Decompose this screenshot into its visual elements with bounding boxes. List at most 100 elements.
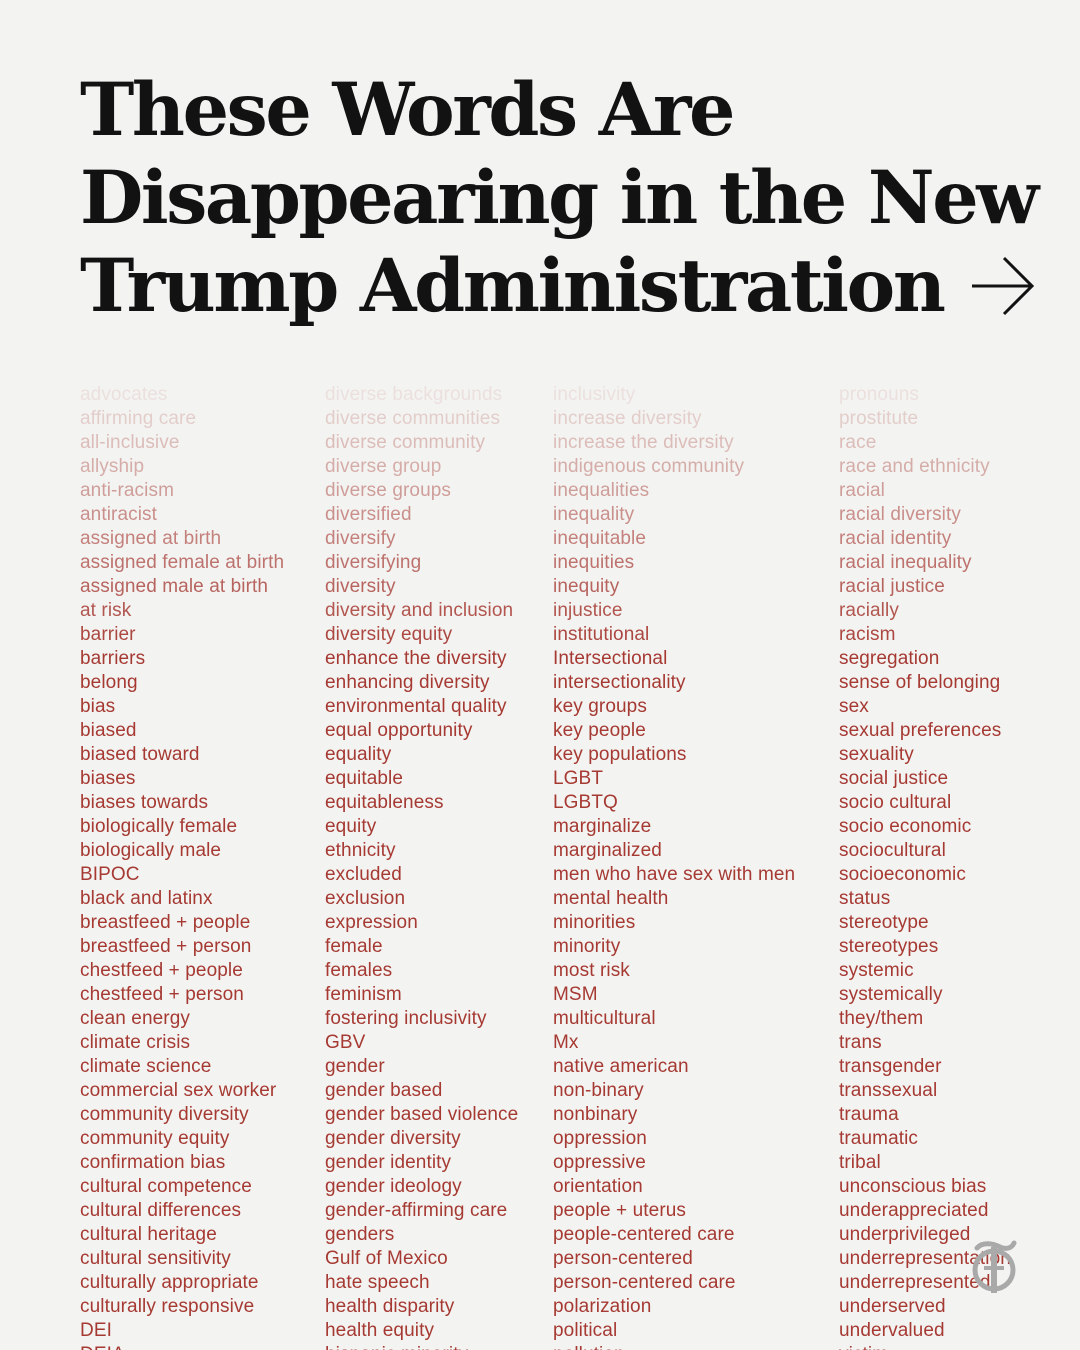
word-item: cultural sensitivity	[80, 1248, 231, 1269]
word-item: biased toward	[80, 744, 200, 765]
word-item: non-binary	[553, 1080, 644, 1101]
word-item: chestfeed + person	[80, 984, 244, 1005]
word-column-1: advocates affirming care all-inclusive ally…	[80, 383, 284, 1350]
word-item: racial inequality	[839, 552, 972, 573]
word-item: MSM	[553, 984, 598, 1005]
word-item: antiracist	[80, 504, 158, 525]
word-item: oppression	[553, 1128, 647, 1149]
word-item: native american	[553, 1056, 689, 1077]
word-item: racial identity	[839, 528, 952, 549]
word-item: sex	[839, 696, 869, 717]
word-item: minorities	[553, 912, 636, 933]
word-item: injustice	[553, 600, 623, 621]
word-item: barriers	[80, 648, 146, 669]
word-item: systemic	[839, 960, 914, 981]
word-item: enhance the diversity	[325, 648, 507, 669]
word-item: inequalities	[553, 480, 650, 501]
word-item: culturally appropriate	[80, 1272, 259, 1293]
word-item: excluded	[325, 864, 402, 885]
word-item: underrepresentation	[839, 1248, 1011, 1269]
word-item: key groups	[553, 696, 647, 717]
word-item: diverse community	[325, 432, 486, 453]
word-item: victim	[839, 1343, 1011, 1350]
word-item: political	[553, 1320, 618, 1341]
word-item: assigned at birth	[80, 528, 222, 549]
word-item: indigenous community	[553, 456, 745, 477]
word-item: gender ideology	[325, 1176, 462, 1197]
word-item: all-inclusive	[80, 432, 180, 453]
word-item: increase diversity	[553, 408, 702, 429]
word-item: racial diversity	[839, 504, 961, 525]
word-item: trans	[839, 1032, 882, 1053]
word-item: belong	[80, 672, 138, 693]
word-item: polarization	[553, 1296, 652, 1317]
word-item: sexual preferences	[839, 720, 1002, 741]
word-item: sense of belonging	[839, 672, 1001, 693]
headline: These Words Are Disappearing in the New …	[80, 66, 1039, 330]
word-item: people-centered care	[553, 1224, 735, 1245]
word-item: key populations	[553, 744, 687, 765]
word-item: segregation	[839, 648, 940, 669]
word-item: sexuality	[839, 744, 914, 765]
word-item: cultural competence	[80, 1176, 252, 1197]
word-item: diversifying	[325, 552, 422, 573]
word-item: diverse group	[325, 456, 442, 477]
word-item: person-centered	[553, 1248, 693, 1269]
word-item: hispanic minority	[325, 1343, 518, 1350]
word-item: culturally responsive	[80, 1296, 255, 1317]
word-column-3: inclusivity increase diversity increase th…	[553, 383, 795, 1350]
word-item: fostering inclusivity	[325, 1008, 487, 1029]
word-item: race and ethnicity	[839, 456, 990, 477]
word-item: intersectionality	[553, 672, 686, 693]
word-item: inequities	[553, 552, 635, 573]
word-item: DEI	[80, 1320, 112, 1341]
word-item: hate speech	[325, 1272, 430, 1293]
word-item: breastfeed + person	[80, 936, 252, 957]
word-item: genders	[325, 1224, 395, 1245]
word-item: transgender	[839, 1056, 942, 1077]
word-item: equity	[325, 816, 377, 837]
word-item: race	[839, 432, 877, 453]
nyt-logo-icon	[972, 1240, 1017, 1293]
word-item: bias	[80, 696, 116, 717]
headline-line-2: Disappearing in the New	[80, 155, 1039, 241]
word-item: socio cultural	[839, 792, 952, 813]
word-item: equitableness	[325, 792, 444, 813]
word-item: institutional	[553, 624, 650, 645]
word-item: barrier	[80, 624, 136, 645]
word-item: equal opportunity	[325, 720, 473, 741]
word-item: they/them	[839, 1008, 924, 1029]
arrow-right-icon[interactable]	[970, 256, 1036, 316]
word-item: enhancing diversity	[325, 672, 490, 693]
word-item: diversified	[325, 504, 412, 525]
word-item: equitable	[325, 768, 404, 789]
word-item: gender diversity	[325, 1128, 461, 1149]
word-item: females	[325, 960, 393, 981]
word-item: transsexual	[839, 1080, 938, 1101]
word-item: inequality	[553, 504, 635, 525]
word-item: equality	[325, 744, 392, 765]
word-item: gender	[325, 1056, 385, 1077]
headline-line-3: Trump Administration	[80, 243, 946, 329]
word-item: biased	[80, 720, 137, 741]
word-item: LGBTQ	[553, 792, 618, 813]
word-item: female	[325, 936, 383, 957]
word-item: Mx	[553, 1032, 579, 1053]
word-item: social justice	[839, 768, 949, 789]
word-item: systemically	[839, 984, 943, 1005]
word-item: nonbinary	[553, 1104, 638, 1125]
word-item: diversity and inclusion	[325, 600, 514, 621]
word-item: commercial sex worker	[80, 1080, 277, 1101]
word-item: traumatic	[839, 1128, 919, 1149]
word-item: feminism	[325, 984, 402, 1005]
word-item: gender based	[325, 1080, 443, 1101]
word-item: underrepresented	[839, 1272, 991, 1293]
word-item: community equity	[80, 1128, 230, 1149]
word-column-2: diverse backgrounds diverse communities di…	[325, 383, 518, 1350]
word-item: diverse groups	[325, 480, 452, 501]
headline-line-1: These Words Are	[80, 67, 735, 153]
word-item: GBV	[325, 1032, 366, 1053]
word-item: underprivileged	[839, 1224, 971, 1245]
word-item: socioeconomic	[839, 864, 966, 885]
word-item: people + uterus	[553, 1200, 687, 1221]
